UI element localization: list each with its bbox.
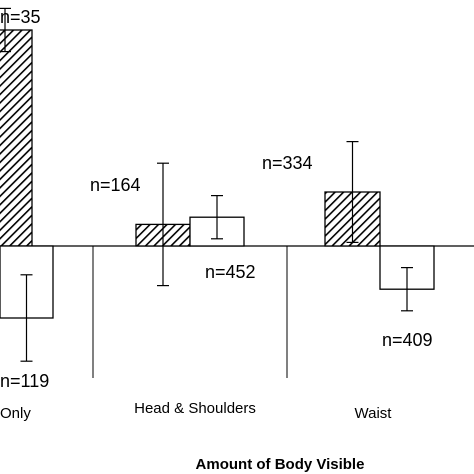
error-bar-open-head-shoulders xyxy=(211,195,223,240)
n-label-open-head-shoulders: n=452 xyxy=(205,262,256,282)
n-label-open-only: n=119 xyxy=(0,371,49,391)
n-label-hatched-head-shoulders: n=164 xyxy=(90,175,141,195)
bar-hatched-only xyxy=(0,29,33,247)
error-bar-hatched-waist xyxy=(346,141,359,243)
error-bar-hatched-head-shoulders xyxy=(157,162,169,287)
error-bar-open-waist xyxy=(401,267,413,312)
category-label-only: Only xyxy=(0,405,31,422)
n-label-hatched-waist: n=334 xyxy=(262,153,313,173)
x-axis-title: Amount of Body Visible xyxy=(196,456,365,473)
category-label-head-shoulders: Head & Shoulders xyxy=(134,400,256,417)
error-bar-hatched-only xyxy=(0,7,11,53)
error-bar-open-only xyxy=(20,274,33,362)
n-label-hatched-only: n=35 xyxy=(0,7,41,27)
category-label-waist: Waist xyxy=(355,405,393,422)
n-label-open-waist: n=409 xyxy=(382,330,433,350)
